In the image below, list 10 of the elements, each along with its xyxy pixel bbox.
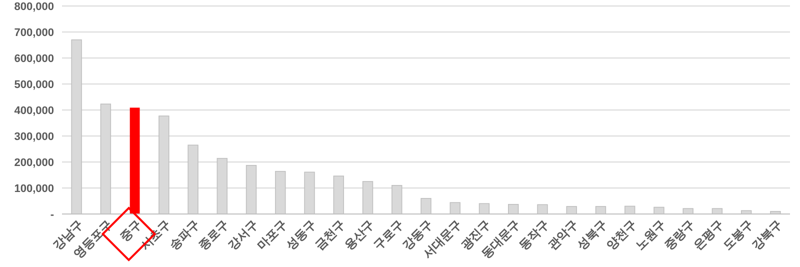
- y-tick-label: 300,000: [14, 130, 54, 143]
- y-tick-label: -: [50, 208, 54, 221]
- y-tick-label: 700,000: [14, 26, 54, 39]
- y-tick-label: 100,000: [14, 182, 54, 195]
- y-tick-label: 200,000: [14, 156, 54, 169]
- bar: [130, 108, 140, 214]
- y-tick-label: 400,000: [14, 104, 54, 117]
- y-tick-label: 500,000: [14, 78, 54, 91]
- y-tick-label: 800,000: [14, 0, 54, 13]
- y-tick-label: 600,000: [14, 52, 54, 65]
